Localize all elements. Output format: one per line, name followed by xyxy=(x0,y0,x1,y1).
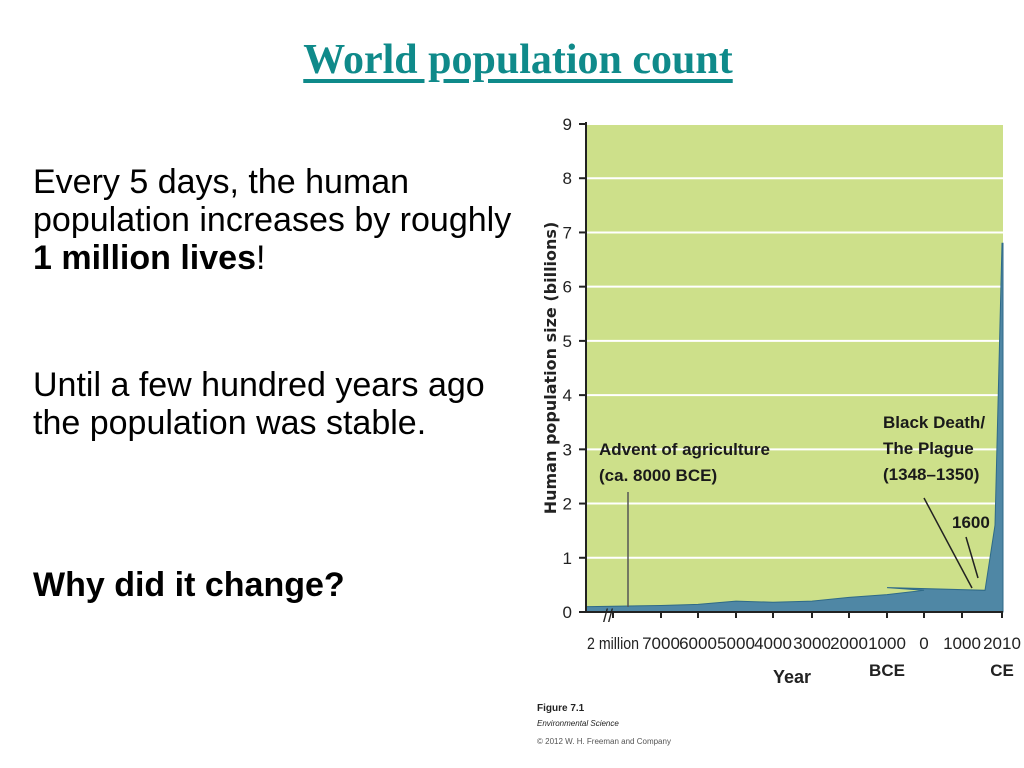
x-tick-label: 2 million xyxy=(587,634,639,653)
year-1600-annotation: 1600 xyxy=(952,513,990,532)
y-tick-label: 4 xyxy=(563,386,572,405)
y-tick-label: 3 xyxy=(563,440,572,459)
population-growth-text: Every 5 days, the human population incre… xyxy=(33,163,523,277)
x-tick-label: 2010 xyxy=(983,634,1021,653)
era-label: BCE xyxy=(869,661,905,680)
growth-text-emphasis: 1 million lives xyxy=(33,239,256,277)
question-text: Why did it change? xyxy=(33,566,345,604)
y-tick-label: 2 xyxy=(563,495,572,514)
y-tick-label: 7 xyxy=(563,223,572,242)
era-label: CE xyxy=(990,661,1014,680)
year-1600-pointer xyxy=(965,536,979,579)
population-area xyxy=(585,242,1004,613)
y-tick-label: 8 xyxy=(563,169,572,188)
growth-text-end: ! xyxy=(255,239,266,277)
x-tick-label: 1000 xyxy=(868,634,906,653)
slide-title: World population count xyxy=(303,37,733,83)
figure-book-title: Environmental Science xyxy=(537,719,619,728)
x-tick-label: 6000 xyxy=(679,634,717,653)
y-tick-label: 0 xyxy=(563,603,572,622)
growth-text-start: Every 5 days, the human population incre… xyxy=(33,163,512,239)
x-axis-label: Year xyxy=(773,667,811,687)
y-tick-label: 5 xyxy=(563,332,572,351)
figure-number: Figure 7.1 xyxy=(537,703,585,714)
x-tick-label: 0 xyxy=(919,634,928,653)
black-death-annotation: Black Death/The Plague (1348–1350) xyxy=(883,413,985,484)
plot-background xyxy=(586,124,1003,612)
x-tick-label: 7000 xyxy=(642,634,680,653)
x-tick-label: 3000 xyxy=(793,634,831,653)
y-axis-label: Human population size (billions) xyxy=(541,222,560,515)
x-tick-label: 4000 xyxy=(754,634,792,653)
stability-text: Until a few hundred years ago the popula… xyxy=(33,366,485,442)
x-tick-label: 5000 xyxy=(717,634,755,653)
y-tick-label: 6 xyxy=(563,278,572,297)
y-tick-label: 9 xyxy=(563,115,572,134)
black-death-pointer xyxy=(923,497,973,589)
x-tick-label: 2000 xyxy=(830,634,868,653)
axis-break-mark: // xyxy=(603,606,613,626)
y-tick-label: 1 xyxy=(563,549,572,568)
agriculture-annotation: Advent of agriculture (ca. 8000 BCE) xyxy=(599,440,770,485)
figure-copyright: © 2012 W. H. Freeman and Company xyxy=(537,737,671,746)
x-tick-label: 1000 xyxy=(943,634,981,653)
